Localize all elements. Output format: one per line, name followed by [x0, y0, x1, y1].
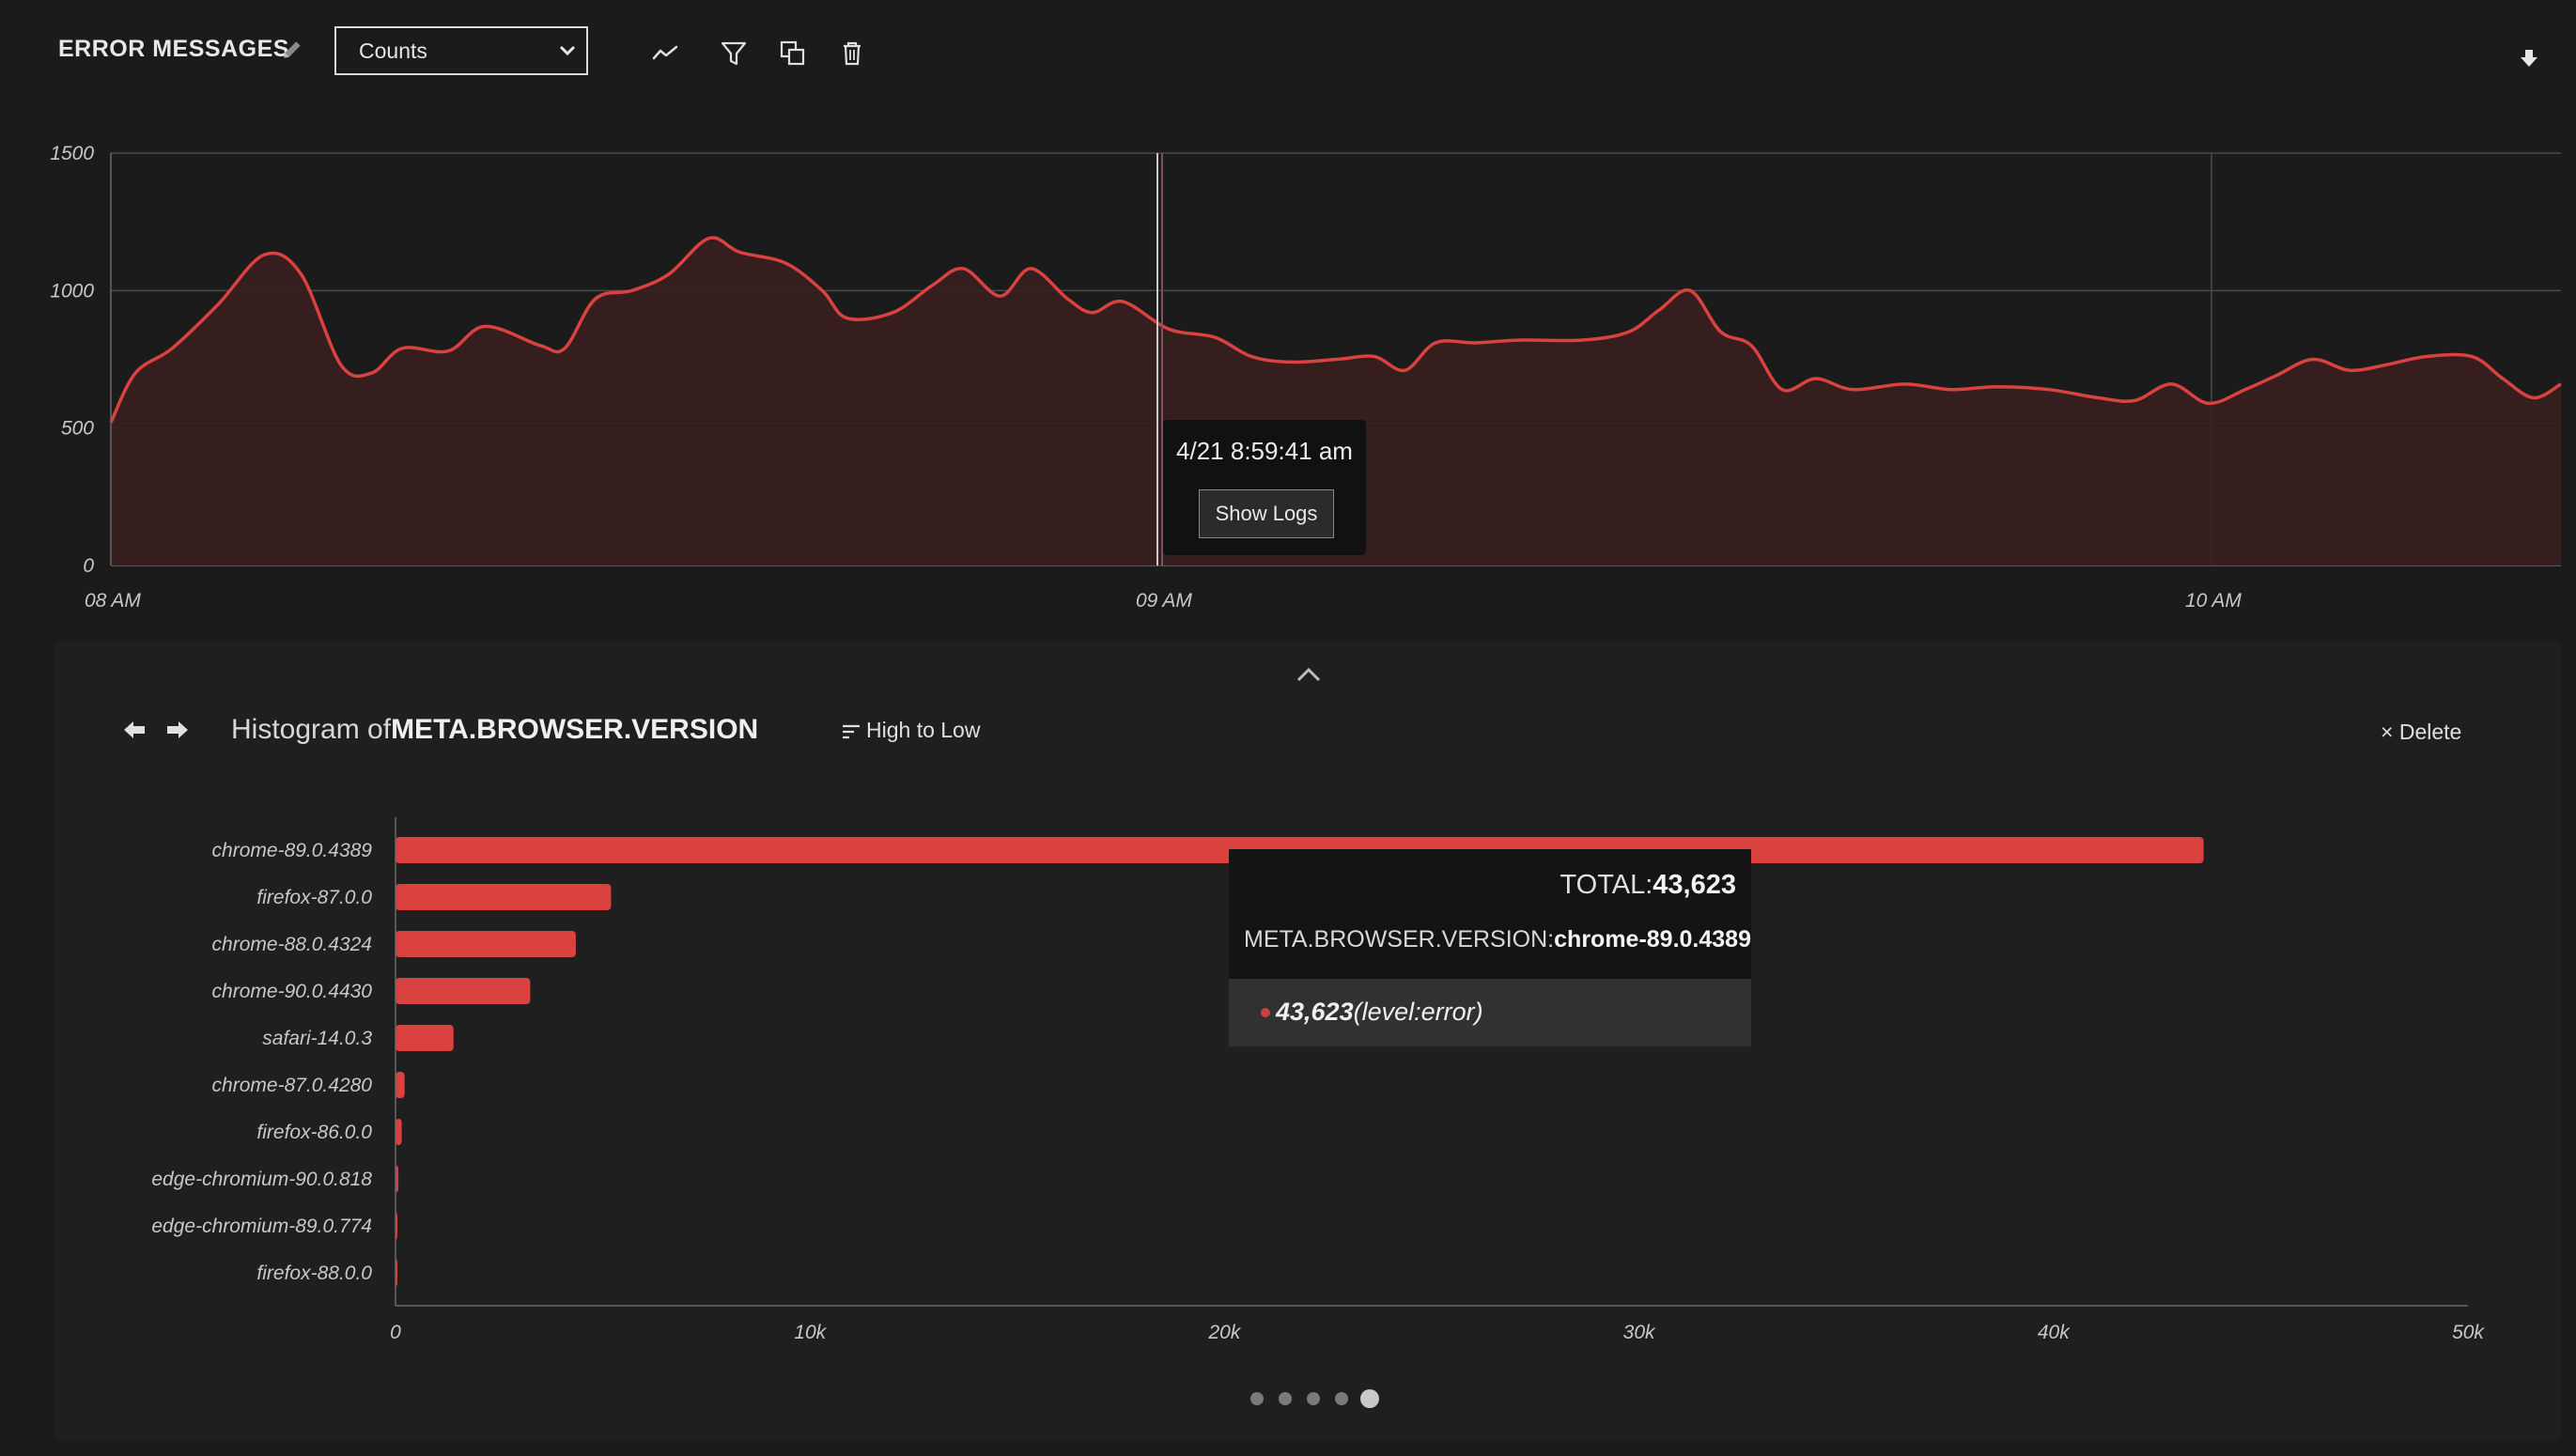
- tooltip-total-value: 43,623: [1653, 870, 1736, 900]
- widget-title: ERROR MESSAGES: [58, 36, 289, 62]
- tooltip-row-value: 43,623: [1276, 998, 1354, 1026]
- histogram-x-tick-label: 10k: [794, 1322, 827, 1343]
- histogram-x-tick-label: 0: [390, 1322, 401, 1343]
- bar-category-label: chrome-88.0.4324: [212, 934, 372, 955]
- delete-histogram-button[interactable]: × Delete: [2381, 720, 2461, 745]
- chevron-up-icon[interactable]: [1295, 665, 1323, 684]
- histogram-bar[interactable]: [396, 1072, 405, 1098]
- bar-category-label: chrome-87.0.4280: [212, 1075, 373, 1096]
- filter-icon[interactable]: [718, 38, 750, 70]
- sort-order-button[interactable]: High to Low: [842, 718, 980, 743]
- histogram-x-tick-label: 50k: [2452, 1322, 2485, 1343]
- arrow-left-icon[interactable]: [122, 719, 147, 741]
- show-logs-button[interactable]: Show Logs: [1199, 489, 1334, 538]
- x-tick-label: 10 AM: [2185, 590, 2242, 612]
- bar-category-label: edge-chromium-89.0.774: [151, 1216, 372, 1237]
- histogram-bar[interactable]: [396, 978, 531, 1004]
- close-icon: ×: [2381, 720, 2394, 744]
- histogram-bar[interactable]: [396, 1166, 399, 1192]
- download-icon[interactable]: [2518, 47, 2540, 70]
- tooltip-series-row: 43,623(level:error): [1229, 979, 1751, 1046]
- tooltip-key: META.BROWSER.VERSION:chrome-89.0.4389: [1244, 926, 1751, 953]
- histogram-bar[interactable]: [396, 884, 612, 910]
- tooltip-series-value: 43,623(level:error): [1276, 998, 1483, 1027]
- histogram-title-prefix: Histogram of: [231, 714, 392, 745]
- histogram-bar[interactable]: [396, 931, 576, 957]
- series-area-fill: [111, 238, 2561, 565]
- bar-category-label: chrome-89.0.4389: [212, 840, 373, 861]
- y-tick-label: 0: [83, 555, 94, 577]
- pagination-dot[interactable]: [1360, 1389, 1379, 1408]
- y-tick-label: 500: [61, 418, 94, 440]
- error-timeseries-chart: 0 500 1000 1500 08 AM 09 AM 10 AM: [50, 143, 2562, 612]
- sort-descending-icon: [843, 724, 860, 739]
- arrow-right-icon[interactable]: [165, 719, 190, 741]
- tooltip-total: TOTAL:43,623: [1560, 870, 1736, 901]
- histogram-x-tick-label: 20k: [1207, 1322, 1241, 1343]
- edit-pencil-icon[interactable]: [280, 38, 304, 62]
- pagination-dot[interactable]: [1307, 1392, 1320, 1405]
- histogram-title: Histogram ofMETA.BROWSER.VERSION: [231, 714, 758, 746]
- bar-category-label: safari-14.0.3: [262, 1028, 372, 1049]
- tooltip-key-label: META.BROWSER.VERSION:: [1244, 926, 1555, 953]
- trash-icon[interactable]: [836, 38, 868, 70]
- tooltip-timestamp: 4/21 8:59:41 am: [1176, 437, 1353, 465]
- tooltip-row-label: (level:error): [1353, 998, 1483, 1026]
- y-tick-label: 1500: [50, 143, 94, 164]
- duplicate-icon[interactable]: [777, 38, 809, 70]
- aggregation-select-value: Counts: [359, 39, 427, 63]
- bar-category-label: chrome-90.0.4430: [212, 981, 373, 1002]
- x-tick-label: 08 AM: [85, 590, 141, 612]
- timeseries-tooltip: 4/21 8:59:41 am Show Logs: [1163, 420, 1366, 555]
- histogram-bar[interactable]: [396, 1025, 454, 1051]
- bar-category-label: firefox-86.0.0: [256, 1122, 372, 1143]
- sort-order-label: High to Low: [866, 718, 981, 742]
- chevron-down-icon: [559, 45, 576, 56]
- bar-category-label: firefox-87.0.0: [256, 887, 372, 908]
- histogram-bar[interactable]: [396, 1119, 402, 1145]
- tooltip-key-value: chrome-89.0.4389: [1554, 926, 1751, 953]
- delete-label: Delete: [2398, 720, 2462, 744]
- tooltip-total-label: TOTAL:: [1560, 870, 1653, 900]
- bar-category-label: firefox-88.0.0: [256, 1262, 372, 1284]
- x-tick-label: 09 AM: [1136, 590, 1192, 612]
- line-chart-icon[interactable]: [650, 38, 682, 70]
- bar-category-label: edge-chromium-90.0.818: [151, 1169, 372, 1190]
- histogram-field-name: META.BROWSER.VERSION: [391, 714, 759, 745]
- histogram-tooltip: TOTAL:43,623 META.BROWSER.VERSION:chrome…: [1229, 849, 1751, 1046]
- pagination-dot[interactable]: [1279, 1392, 1292, 1405]
- y-tick-label: 1000: [50, 280, 94, 302]
- series-line: [109, 236, 2562, 424]
- aggregation-select[interactable]: Counts: [334, 26, 588, 75]
- histogram-x-tick-label: 30k: [1623, 1322, 1656, 1343]
- pagination-dot[interactable]: [1335, 1392, 1348, 1405]
- histogram-x-tick-label: 40k: [2038, 1322, 2071, 1343]
- pagination-dot[interactable]: [1250, 1392, 1264, 1405]
- series-color-dot: [1261, 1008, 1270, 1017]
